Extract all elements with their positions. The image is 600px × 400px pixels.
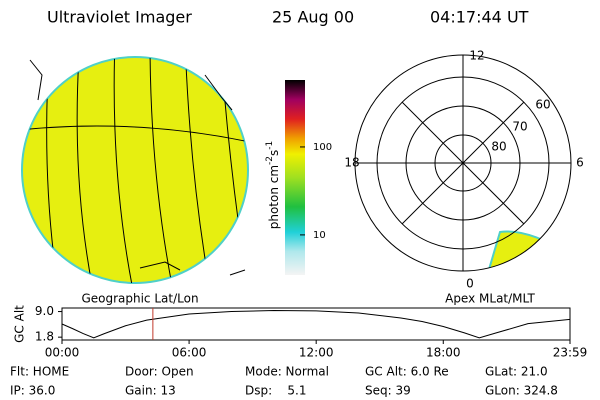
x-tick-label: 23:59 (553, 346, 588, 360)
y-tick-label: 9.0 (35, 304, 54, 318)
info-field: Flt: HOME (10, 365, 69, 379)
colorbar (285, 80, 305, 275)
colorbar-label: photon cm-2s-1 (265, 141, 281, 230)
polar-plot (354, 54, 572, 272)
mlt-label: 12 (469, 49, 484, 63)
info-field: GC Alt: 6.0 Re (365, 365, 449, 379)
altitude-line (61, 309, 571, 339)
mlt-label: 6 (576, 156, 584, 170)
time: 04:17:44 UT (430, 8, 529, 27)
panel-label: Apex MLat/MLT (445, 292, 535, 306)
x-tick-label: 00:00 (45, 346, 80, 360)
info-field: Mode: Normal (245, 365, 329, 379)
plot-frame (61, 307, 571, 341)
x-tick-label: 12:00 (299, 346, 334, 360)
colorbar-tick-label: 10 (313, 230, 326, 241)
colorbar-tick-label: 100 (313, 142, 332, 153)
x-tick-label: 06:00 (172, 346, 207, 360)
info-field: GLat: 21.0 (485, 365, 548, 379)
mlat-label: 60 (535, 98, 550, 112)
mlat-label: 70 (512, 120, 527, 134)
info-field: GLon: 324.8 (485, 384, 558, 398)
x-tick-label: 18:00 (426, 346, 461, 360)
y-axis-label: GC Alt (13, 305, 27, 343)
geo-image (21, 56, 249, 284)
panel-label: Geographic Lat/Lon (81, 292, 198, 306)
mlt-label: 0 (466, 277, 474, 291)
info-field: IP: 36.0 (10, 384, 55, 398)
info-field: Seq: 39 (365, 384, 411, 398)
mlat-label: 80 (491, 140, 506, 154)
instrument: Ultraviolet Imager (47, 8, 192, 27)
info-field: Dsp: 5.1 (245, 384, 307, 398)
info-field: Gain: 13 (125, 384, 176, 398)
info-field: Door: Open (125, 365, 194, 379)
y-tick-label: 1.8 (35, 330, 54, 344)
date: 25 Aug 00 (272, 8, 354, 27)
mlt-label: 18 (344, 156, 359, 170)
